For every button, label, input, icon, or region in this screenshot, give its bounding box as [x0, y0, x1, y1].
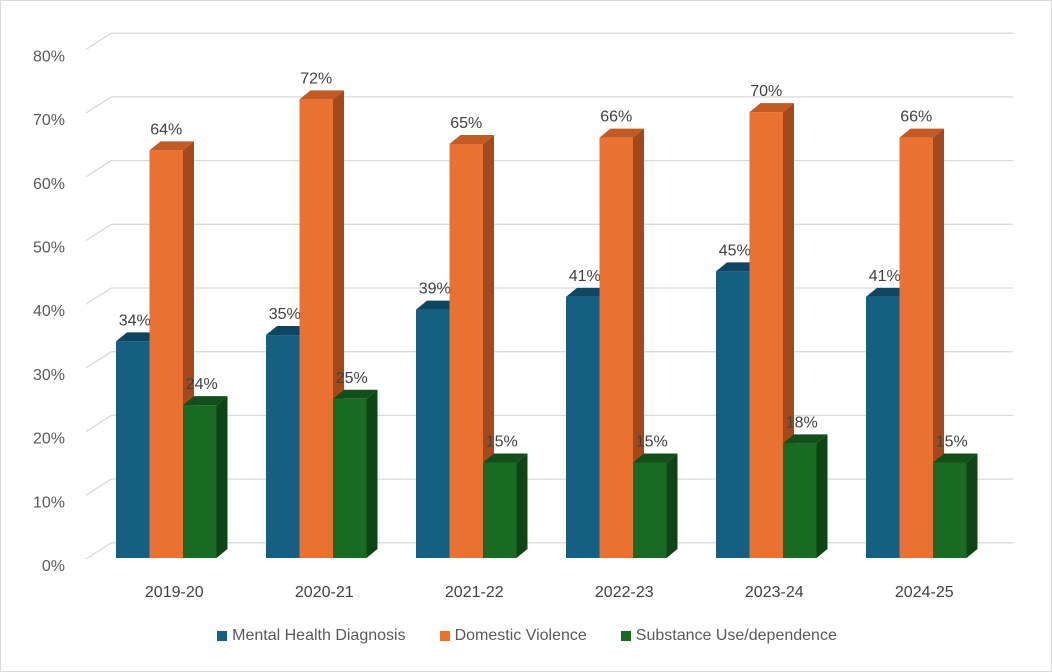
bar-mental-health-diagnosis — [116, 341, 150, 558]
bar-substance-use-dependence — [933, 462, 967, 558]
bar-top — [416, 300, 461, 310]
bar-top — [183, 396, 228, 406]
data-label: 15% — [636, 433, 668, 450]
bar-side — [666, 453, 678, 558]
y-tick-label: 70% — [33, 112, 65, 129]
bar-top — [333, 389, 378, 399]
bar-top — [116, 332, 161, 342]
data-label: 15% — [486, 433, 518, 450]
bar-mental-health-diagnosis — [566, 296, 600, 558]
bar-substance-use-dependence — [333, 398, 367, 558]
legend-item-mental-health: Mental Health Diagnosis — [217, 627, 406, 645]
x-tick-label: 2021-22 — [445, 584, 504, 601]
bar-domestic-violence — [449, 143, 483, 558]
gridline-side — [85, 96, 112, 114]
bar-domestic-violence — [299, 99, 333, 559]
x-tick-label: 2019-20 — [145, 584, 204, 601]
bar-domestic-violence — [899, 137, 933, 558]
bar-domestic-violence — [149, 150, 183, 558]
data-label: 45% — [719, 242, 751, 259]
y-tick-label: 30% — [33, 367, 65, 384]
bar-top — [266, 326, 311, 336]
bar-chart-3d: 0% 10% 20% 30% 40% 50% 60% 70% 80% 34% 64% 24% 2019-… — [33, 32, 1013, 601]
bar-substance-use-dependence — [783, 443, 817, 558]
data-label: 35% — [269, 306, 301, 323]
legend-label: Domestic Violence — [454, 627, 587, 644]
bar-top — [633, 453, 678, 463]
bar-top — [566, 287, 611, 297]
y-tick-label: 60% — [33, 176, 65, 193]
bar-mental-health-diagnosis — [416, 309, 450, 558]
data-label: 15% — [936, 433, 968, 450]
x-tick-label: 2024-25 — [895, 584, 954, 601]
bar-top — [866, 287, 911, 297]
data-label: 34% — [119, 312, 151, 329]
data-label: 66% — [600, 109, 632, 126]
x-tick-label: 2020-21 — [295, 584, 354, 601]
legend-item-domestic-violence: Domestic Violence — [439, 627, 587, 645]
gridline-side — [85, 287, 112, 305]
legend: Mental Health Diagnosis Domestic Violenc… — [1, 627, 1052, 645]
gridline-side — [85, 32, 112, 50]
bar-substance-use-dependence — [483, 462, 517, 558]
bar-substance-use-dependence — [183, 405, 217, 558]
gridline-side — [85, 542, 112, 560]
data-label: 66% — [900, 109, 932, 126]
bar-top — [449, 134, 494, 144]
bar-top — [749, 103, 794, 113]
bar-top — [933, 453, 978, 463]
bar-top — [783, 434, 828, 444]
bar-side — [483, 134, 494, 558]
bar-mental-health-diagnosis — [266, 335, 300, 558]
data-label: 72% — [300, 70, 332, 87]
gridline-side — [85, 478, 112, 496]
bar-domestic-violence — [599, 137, 633, 558]
bar-mental-health-diagnosis — [716, 271, 750, 558]
bar-side — [216, 396, 228, 558]
bar-side — [516, 453, 528, 558]
bar-top — [299, 90, 344, 100]
legend-swatch — [217, 631, 228, 641]
data-label: 41% — [569, 268, 601, 285]
bar-side — [366, 389, 378, 558]
bar-top — [716, 262, 761, 272]
y-tick-label: 50% — [33, 240, 65, 257]
bar-side — [633, 128, 644, 558]
bar-mental-health-diagnosis — [866, 296, 900, 558]
x-tick-label: 2022-23 — [595, 584, 654, 601]
y-tick-label: 20% — [33, 431, 65, 448]
data-label: 18% — [786, 414, 818, 431]
data-label: 64% — [150, 121, 182, 138]
data-label: 65% — [450, 115, 482, 132]
bar-top — [483, 453, 528, 463]
bar-top — [899, 128, 944, 138]
legend-swatch — [439, 631, 450, 641]
gridline-side — [85, 223, 112, 242]
y-tick-label: 40% — [33, 303, 65, 320]
bar-side — [966, 453, 978, 558]
bar-top — [149, 141, 194, 151]
x-tick-label: 2023-24 — [745, 584, 804, 601]
bar-domestic-violence — [749, 112, 783, 558]
bar-substance-use-dependence — [633, 462, 667, 558]
y-tick-label: 0% — [42, 558, 65, 575]
bar-top — [599, 128, 644, 138]
legend-item-substance-use: Substance Use/dependence — [620, 627, 837, 645]
bar-side — [816, 434, 828, 558]
gridline-side — [85, 414, 112, 433]
data-label: 41% — [869, 268, 901, 285]
legend-label: Substance Use/dependence — [635, 627, 837, 644]
legend-label: Mental Health Diagnosis — [232, 627, 406, 644]
legend-swatch — [620, 631, 631, 641]
data-label: 39% — [419, 281, 451, 298]
bar-side — [933, 128, 944, 558]
data-label: 25% — [336, 370, 368, 387]
gridline-side — [85, 160, 112, 178]
y-tick-label: 10% — [33, 494, 65, 511]
data-label: 24% — [186, 376, 218, 393]
gridline-side — [85, 351, 112, 369]
y-tick-label: 80% — [33, 48, 65, 65]
data-label: 70% — [750, 83, 782, 100]
